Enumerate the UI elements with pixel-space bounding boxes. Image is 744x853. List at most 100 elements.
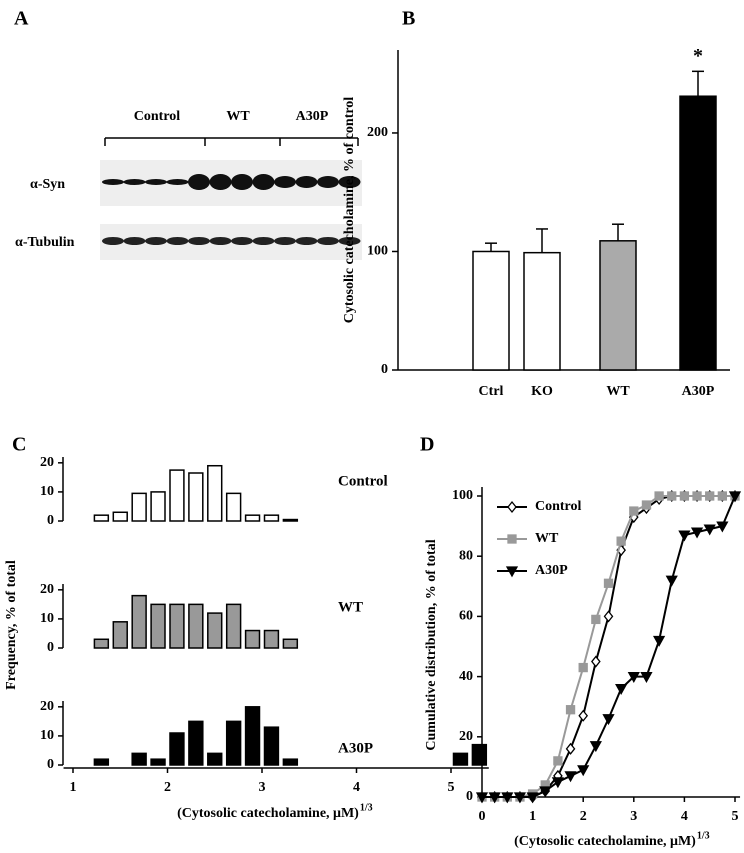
blot-band — [209, 174, 232, 190]
marker — [565, 705, 576, 715]
blot-band — [102, 237, 124, 245]
histogram-bar — [93, 514, 110, 522]
marker — [717, 491, 727, 501]
marker — [591, 655, 601, 668]
marker — [690, 527, 704, 539]
histogram-bar — [452, 752, 469, 766]
histogram-bar — [225, 720, 242, 766]
series-line — [482, 495, 736, 798]
group-label: WT — [226, 109, 250, 124]
histogram-bar — [131, 492, 147, 522]
x-tick-label: 0 — [479, 809, 486, 824]
blot-band — [123, 179, 146, 185]
marker — [667, 491, 677, 501]
marker — [615, 683, 628, 695]
blot-band — [188, 237, 210, 245]
x-tick-label: 5 — [448, 780, 455, 795]
annotation: * — [693, 45, 703, 67]
y-tick-label: 60 — [459, 609, 473, 624]
blot-band — [274, 176, 296, 188]
y-tick-label: 100 — [452, 488, 473, 503]
x-tick-label: 4 — [353, 780, 360, 795]
marker — [641, 500, 652, 510]
y-tick-label: 0 — [47, 757, 54, 772]
legend-marker — [507, 500, 517, 514]
series-label: WT — [338, 599, 363, 615]
x-axis-label-superscript: 1/3 — [360, 802, 373, 813]
histogram-bar — [188, 472, 204, 522]
y-tick-label: 10 — [40, 611, 54, 626]
x-tick-label: 2 — [164, 780, 171, 795]
marker — [513, 792, 527, 804]
histogram-bar — [112, 621, 128, 649]
x-tick-label: Ctrl — [479, 384, 504, 399]
histogram-bar — [207, 752, 223, 766]
histogram-bar — [112, 511, 128, 522]
y-tick-label: 0 — [47, 513, 54, 528]
y-tick-label: 200 — [367, 125, 388, 140]
legend-marker — [507, 534, 517, 544]
blot-band — [166, 179, 189, 185]
marker — [703, 524, 716, 536]
legend-label: WT — [535, 531, 559, 546]
x-axis-label: (Cytosolic catecholamine, μM) — [514, 834, 696, 849]
blot-band — [166, 237, 189, 245]
marker — [616, 536, 626, 546]
y-axis-label: Frequency, % of total — [4, 560, 19, 690]
x-tick-label: 5 — [732, 809, 739, 824]
bar — [472, 250, 510, 371]
histogram-bar — [225, 492, 242, 522]
marker — [652, 635, 666, 647]
histogram-bar — [263, 726, 280, 766]
histogram-bar — [263, 514, 280, 522]
histogram-bar — [93, 758, 110, 766]
y-axis-label: Cumulative distribution, % of total — [424, 539, 439, 750]
panel-label: B — [402, 8, 415, 30]
blot-band — [145, 237, 167, 245]
marker — [488, 792, 501, 804]
marker — [564, 771, 577, 783]
histogram-bar — [471, 743, 488, 766]
y-tick-label: 10 — [40, 728, 54, 743]
row-label: α-Syn — [30, 177, 65, 192]
y-axis-label: Cytosolic catecholamine, % of control — [342, 97, 357, 324]
row-label: α-Tubulin — [15, 235, 75, 250]
histogram-bar — [207, 464, 223, 522]
blot-band — [145, 179, 167, 185]
histogram-bar — [244, 706, 261, 766]
histogram-bar — [207, 612, 223, 649]
y-tick-label: 20 — [40, 455, 54, 470]
marker — [603, 610, 614, 623]
blot-band — [102, 179, 124, 185]
x-tick-label: WT — [606, 384, 630, 399]
histogram-bar — [244, 629, 261, 649]
histogram-bar — [263, 629, 280, 649]
x-tick-label: KO — [531, 384, 553, 399]
histogram-bar — [225, 603, 242, 649]
x-axis-label: (Cytosolic catecholamine, μM) — [177, 806, 359, 821]
histogram-bar — [169, 732, 185, 766]
blot-band — [252, 237, 275, 245]
histogram-bar — [150, 758, 166, 766]
marker — [589, 741, 602, 753]
marker — [629, 506, 639, 516]
marker — [679, 491, 690, 501]
blot-band — [295, 237, 318, 245]
y-tick-label: 0 — [466, 789, 473, 804]
marker — [716, 521, 729, 533]
marker — [602, 714, 615, 726]
histogram-bar — [131, 752, 147, 766]
marker — [501, 792, 514, 804]
blot-band — [188, 174, 210, 190]
marker — [640, 671, 653, 683]
marker — [551, 777, 565, 789]
blot-band — [338, 237, 361, 245]
bar — [523, 251, 561, 371]
histogram-bar — [150, 603, 166, 649]
histogram-bar — [188, 720, 204, 766]
x-tick-label: 3 — [630, 809, 637, 824]
marker — [475, 792, 489, 804]
series-label: A30P — [338, 740, 373, 756]
marker — [526, 792, 539, 804]
